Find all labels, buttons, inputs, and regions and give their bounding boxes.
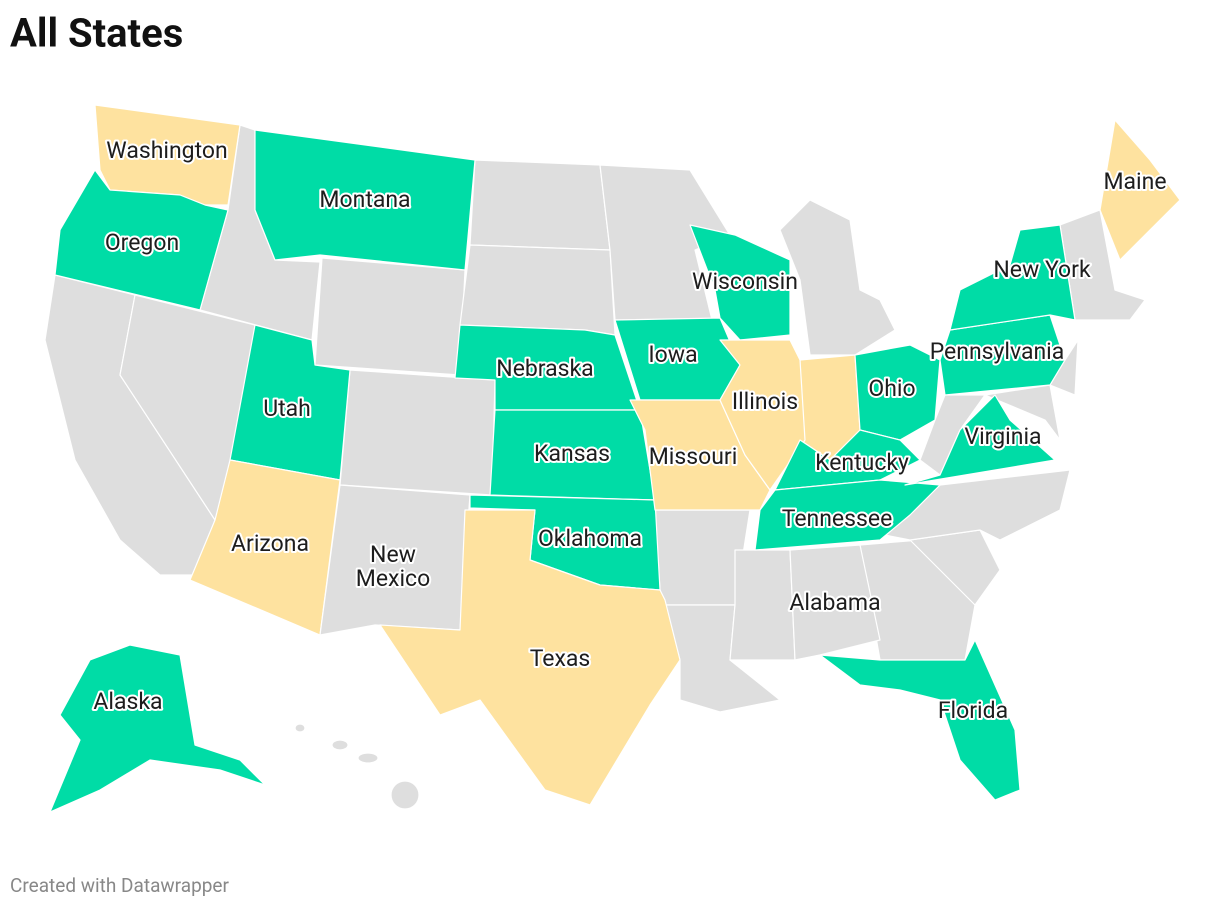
state-shape: [754, 479, 941, 551]
state-shape: [459, 244, 616, 336]
state-label: Arizona: [231, 530, 309, 557]
state-shape: [774, 429, 921, 491]
state-shape: [884, 469, 1071, 541]
state-label: Kentucky: [815, 449, 909, 476]
state-label: Missouri: [649, 443, 738, 470]
state-shape: [1099, 119, 1181, 261]
state-shape: [357, 752, 379, 764]
state-label-line: Mexico: [356, 565, 430, 592]
state-shape: [469, 159, 611, 251]
state-shape: [294, 723, 306, 733]
state-label: Ohio: [868, 375, 915, 402]
labels: Washington Oregon Montana Utah Arizona New Mex…: [91, 135, 1168, 726]
state-label: Washington: [106, 137, 227, 164]
state-shape: [949, 224, 1076, 331]
state-label: Maine: [1103, 168, 1166, 195]
state-shape: [339, 369, 496, 496]
state-label: Virginia: [964, 423, 1041, 450]
state-shape: [984, 384, 1061, 441]
state-label: Texas: [530, 645, 591, 672]
state-shape: [599, 164, 731, 321]
state-label: Pennsylvania: [930, 338, 1065, 365]
state-shape: [49, 644, 266, 813]
credit: Created with Datawrapper: [10, 874, 229, 897]
state-shape: [314, 257, 466, 376]
state-shape: [719, 339, 806, 491]
state-shape: [789, 544, 881, 661]
state-label: Iowa: [648, 341, 697, 368]
state-shape: [189, 459, 341, 636]
state-label: Tennessee: [782, 505, 893, 532]
state-label: Wisconsin: [692, 268, 798, 295]
state-label: Alabama: [789, 589, 880, 616]
state-label-line: New: [370, 541, 416, 568]
state-label: Nebraska: [496, 355, 593, 382]
state-label: Alaska: [93, 688, 162, 715]
state-label: Florida: [938, 697, 1008, 724]
state-label: Oregon: [105, 229, 179, 256]
state-shape: [379, 509, 681, 806]
title: All States: [10, 10, 183, 57]
state-shape: [254, 129, 476, 271]
state-label: Illinois: [732, 388, 798, 415]
state-shape: [331, 739, 349, 751]
state-label: Kansas: [534, 440, 610, 467]
state-label: New Mexico: [356, 541, 430, 592]
state-shape: [54, 169, 229, 311]
state-shape: [390, 780, 420, 810]
state-shape: [729, 549, 796, 661]
state-label: Utah: [263, 395, 311, 422]
state-label: Oklahoma: [538, 525, 642, 552]
states: [44, 104, 1181, 813]
state-shape: [779, 199, 896, 356]
state-shape: [904, 394, 1056, 486]
state-shape: [689, 224, 791, 341]
state-shape: [819, 639, 1021, 801]
state-label: Montana: [319, 186, 410, 213]
state-label: New York: [993, 256, 1091, 283]
